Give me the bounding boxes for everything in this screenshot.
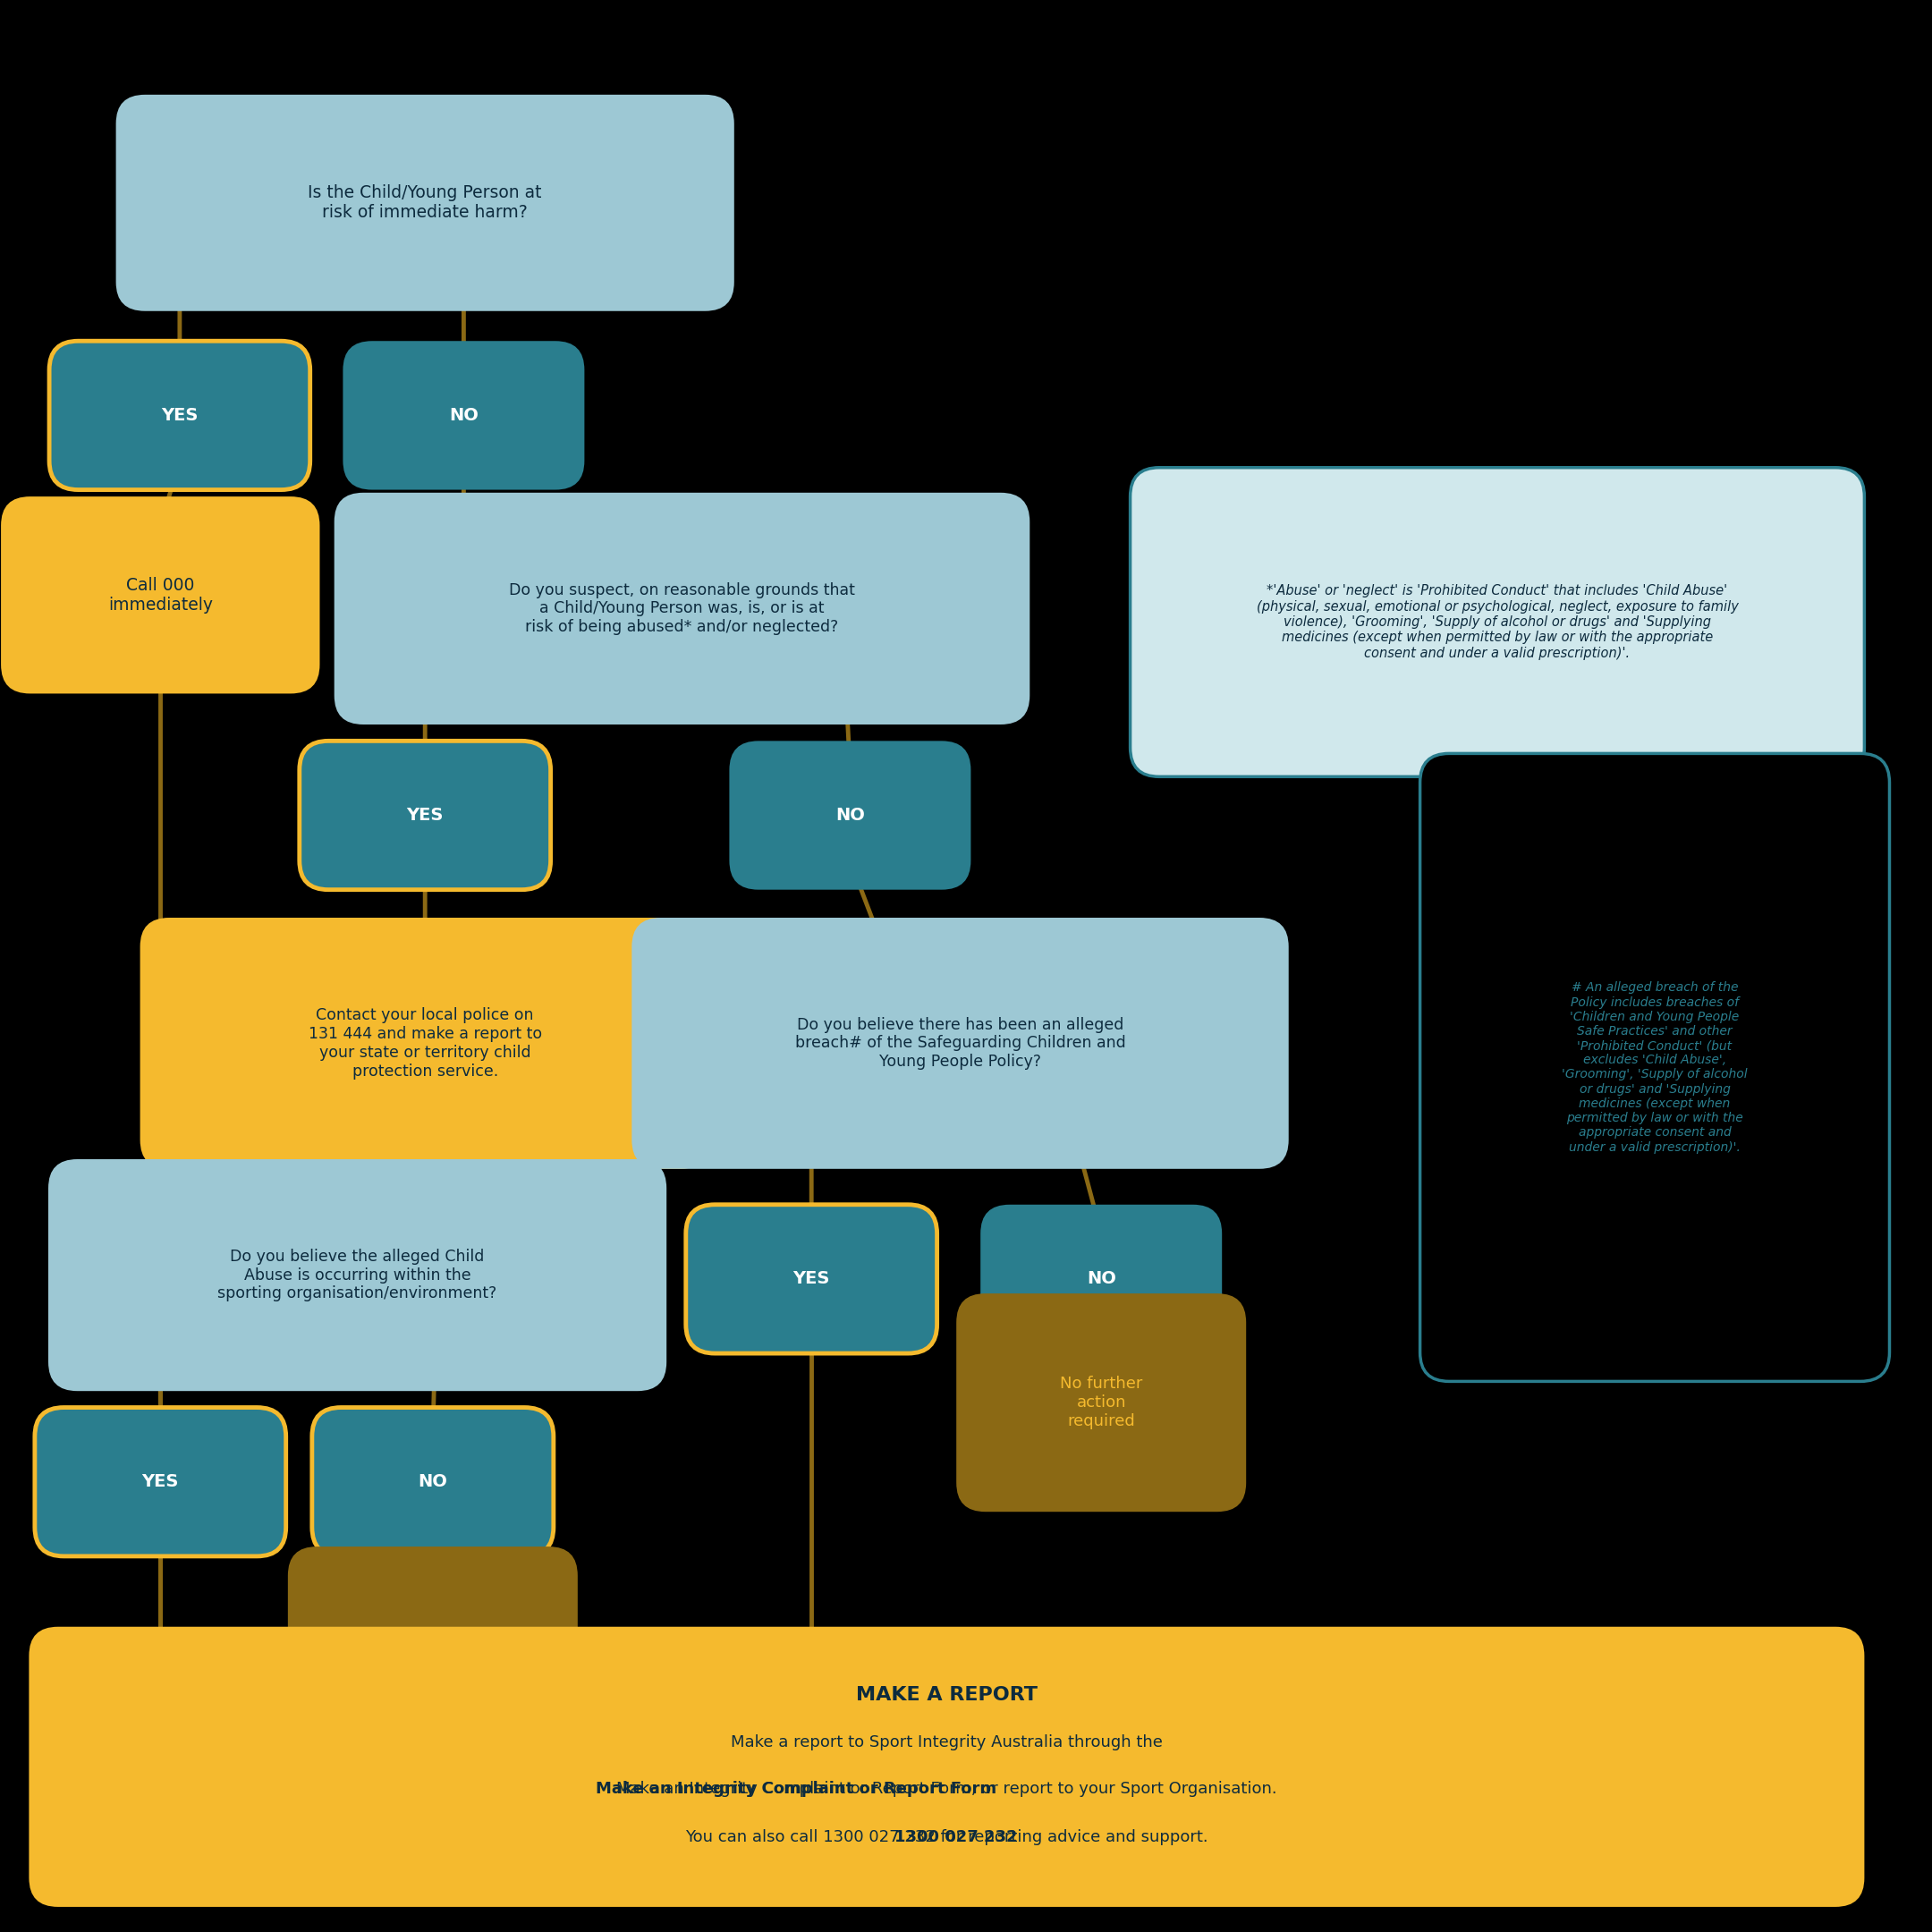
FancyBboxPatch shape xyxy=(334,493,1030,724)
FancyBboxPatch shape xyxy=(632,918,1289,1169)
Text: Call 000
immediately: Call 000 immediately xyxy=(108,578,213,612)
Text: Do you believe there has been an alleged
breach# of the Safeguarding Children an: Do you believe there has been an alleged… xyxy=(794,1016,1126,1070)
FancyBboxPatch shape xyxy=(116,95,734,311)
FancyBboxPatch shape xyxy=(344,340,583,489)
Text: Make an Integrity Complaint or Report Form, or report to your Sport Organisation: Make an Integrity Complaint or Report Fo… xyxy=(616,1781,1277,1797)
Text: NO: NO xyxy=(417,1474,448,1490)
Text: You can also call 1300 027 232 for reporting advice and support.: You can also call 1300 027 232 for repor… xyxy=(686,1830,1208,1845)
FancyBboxPatch shape xyxy=(139,918,711,1169)
Text: NO: NO xyxy=(835,808,866,823)
FancyBboxPatch shape xyxy=(1420,753,1889,1381)
Text: Contact your local police on
131 444 and make a report to
your state or territor: Contact your local police on 131 444 and… xyxy=(309,1007,541,1080)
Text: YES: YES xyxy=(792,1271,831,1287)
Text: NO: NO xyxy=(448,408,479,423)
FancyBboxPatch shape xyxy=(980,1206,1221,1352)
FancyBboxPatch shape xyxy=(313,1406,553,1557)
FancyBboxPatch shape xyxy=(956,1294,1246,1511)
Text: MAKE A REPORT: MAKE A REPORT xyxy=(856,1685,1037,1704)
Text: # An alleged breach of the
Policy includes breaches of
'Children and Young Peopl: # An alleged breach of the Policy includ… xyxy=(1561,981,1748,1153)
FancyBboxPatch shape xyxy=(29,1627,1864,1907)
Text: Make a report to Sport Integrity Australia through the: Make a report to Sport Integrity Austral… xyxy=(730,1735,1163,1750)
Text: YES: YES xyxy=(406,808,444,823)
Text: No further
action
required: No further action required xyxy=(1061,1376,1142,1430)
Text: YES: YES xyxy=(160,408,199,423)
Text: No further
action
required: No further action required xyxy=(392,1629,473,1683)
Text: Make an Integrity Complaint or Report Form: Make an Integrity Complaint or Report Fo… xyxy=(595,1781,997,1797)
Text: Is the Child/Young Person at
risk of immediate harm?: Is the Child/Young Person at risk of imm… xyxy=(307,185,543,220)
FancyBboxPatch shape xyxy=(35,1406,286,1557)
Text: Do you suspect, on reasonable grounds that
a Child/Young Person was, is, or is a: Do you suspect, on reasonable grounds th… xyxy=(508,582,856,636)
FancyBboxPatch shape xyxy=(730,742,970,889)
FancyBboxPatch shape xyxy=(1130,468,1864,777)
FancyBboxPatch shape xyxy=(50,340,309,489)
FancyBboxPatch shape xyxy=(299,742,551,889)
FancyBboxPatch shape xyxy=(288,1546,578,1766)
Text: 1300 027 232: 1300 027 232 xyxy=(895,1830,1018,1845)
FancyBboxPatch shape xyxy=(686,1206,937,1352)
FancyBboxPatch shape xyxy=(48,1159,667,1391)
FancyBboxPatch shape xyxy=(2,497,321,694)
Text: *'Abuse' or 'neglect' is 'Prohibited Conduct' that includes 'Child Abuse'
(physi: *'Abuse' or 'neglect' is 'Prohibited Con… xyxy=(1256,583,1739,661)
Text: YES: YES xyxy=(141,1474,180,1490)
Text: NO: NO xyxy=(1086,1271,1117,1287)
Text: Do you believe the alleged Child
Abuse is occurring within the
sporting organisa: Do you believe the alleged Child Abuse i… xyxy=(218,1248,497,1302)
